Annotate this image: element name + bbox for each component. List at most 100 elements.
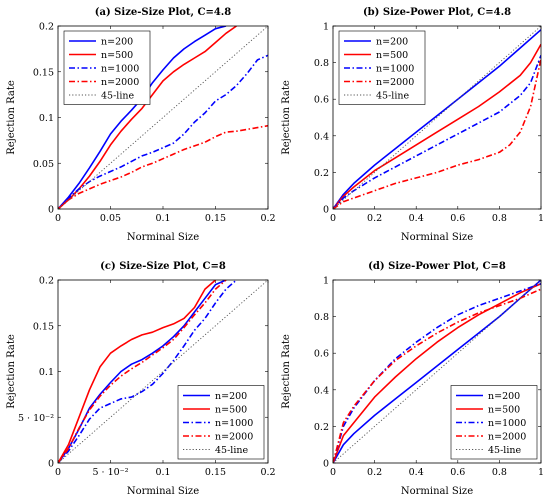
y-axis-label: Rejection Rate: [281, 334, 292, 409]
y-tick-label: 0.4: [314, 385, 329, 396]
y-tick-label: 0.2: [314, 168, 329, 179]
plot-frame: [332, 25, 542, 210]
y-tick-label: 1: [323, 276, 329, 287]
x-tick-label: 0.2: [367, 213, 382, 224]
x-tick-label: 0.8: [492, 213, 507, 224]
x-tick-label: 5 · 10⁻²: [92, 467, 128, 478]
series-line-n-1000: [333, 55, 541, 209]
y-tick-label: 0: [323, 205, 329, 216]
panel-title: (b) Size-Power Plot, C=4.8: [363, 7, 511, 18]
series-line-n-200: [333, 280, 541, 463]
legend: n=200 n=500 n=1000 n=2000 45-line: [450, 385, 538, 460]
legend-label: n=2000: [101, 77, 139, 88]
panel-title: (d) Size-Power Plot, C=8: [368, 261, 506, 272]
series-line-n-2000: [58, 280, 227, 463]
series-line-n-2000: [58, 124, 268, 209]
x-tick-label: 0: [55, 213, 61, 224]
series-line-n-500: [333, 43, 541, 209]
x-tick-label: 0.2: [260, 213, 275, 224]
legend-label: n=500: [376, 50, 408, 61]
y-tick-label: 5 · 10⁻²: [18, 413, 54, 424]
series-line-n-1000: [58, 54, 268, 209]
legend-label: 45-line: [215, 445, 248, 456]
x-tick-label: 1: [538, 467, 544, 478]
legend-label: n=200: [376, 37, 408, 48]
x-axis-label: Norminal Size: [127, 486, 199, 497]
y-tick-label: 0.2: [39, 22, 54, 33]
legend-label: 45-line: [376, 91, 409, 102]
x-tick-label: 0.1: [155, 467, 170, 478]
legend-label: n=2000: [215, 432, 253, 443]
panel-title: (c) Size-Size Plot, C=8: [100, 261, 226, 272]
y-tick-label: 0.1: [39, 113, 54, 124]
y-tick-label: 0.6: [314, 349, 329, 360]
legend: n=200 n=500 n=1000 n=2000 45-line: [338, 30, 426, 105]
legend-label: n=1000: [488, 418, 526, 429]
y-axis-label: Rejection Rate: [6, 334, 17, 409]
y-tick-label: 0.15: [33, 67, 54, 78]
x-axis-label: Norminal Size: [401, 486, 473, 497]
x-axis-label: Norminal Size: [127, 232, 199, 243]
plot-frame: [332, 279, 542, 464]
plot-frame: [57, 279, 269, 464]
legend-label: n=500: [101, 50, 133, 61]
x-tick-label: 1: [538, 213, 544, 224]
y-axis-label: Rejection Rate: [281, 80, 292, 155]
x-tick-label: 0: [330, 213, 336, 224]
series-line-n-1000: [333, 282, 541, 463]
y-tick-label: 0.05: [33, 159, 54, 170]
legend-label: 45-line: [101, 91, 134, 102]
series-line-n-500: [333, 282, 541, 463]
x-tick-label: 0.8: [492, 467, 507, 478]
x-tick-label: 0.15: [205, 467, 226, 478]
legend-label: n=500: [488, 405, 520, 416]
legend-label: n=1000: [376, 64, 414, 75]
legend-label: n=2000: [376, 77, 414, 88]
plot-frame: [57, 25, 269, 210]
legend-label: n=200: [101, 37, 133, 48]
legend-label: n=200: [488, 391, 520, 402]
y-tick-label: 0.15: [33, 321, 54, 332]
y-tick-label: 0.4: [314, 131, 329, 142]
y-tick-label: 0.1: [39, 367, 54, 378]
series-line-45-line: [333, 26, 541, 209]
x-tick-label: 0: [330, 467, 336, 478]
y-tick-label: 1: [323, 22, 329, 33]
legend: n=200 n=500 n=1000 n=2000 45-line: [63, 30, 151, 105]
legend-label: n=1000: [101, 64, 139, 75]
y-axis-label: Rejection Rate: [6, 80, 17, 155]
legend-label: n=500: [215, 405, 247, 416]
x-tick-label: 0.15: [205, 213, 226, 224]
series-line-n-1000: [58, 280, 238, 463]
legend-label: n=200: [215, 391, 247, 402]
y-tick-label: 0.6: [314, 95, 329, 106]
panel-b: (b) Size-Power Plot, C=4.8 0 0.2 0.4 0.6 0.8 1…: [281, 7, 544, 243]
legend-box: [450, 385, 538, 460]
panel-a: (a) Size-Size Plot, C=4.8 0 0.05 0.1 0.15 0.2…: [6, 7, 276, 243]
y-tick-label: 0: [323, 459, 329, 470]
panel-title: (a) Size-Size Plot, C=4.8: [95, 7, 232, 18]
x-tick-label: 0: [55, 467, 61, 478]
x-tick-label: 0.4: [409, 467, 424, 478]
legend-label: n=1000: [215, 418, 253, 429]
x-tick-label: 0.6: [450, 213, 465, 224]
y-tick-label: 0.2: [39, 276, 54, 287]
x-tick-label: 0.1: [155, 213, 170, 224]
x-tick-label: 0.05: [100, 213, 121, 224]
series-line-n-2000: [333, 58, 541, 209]
x-tick-label: 0.2: [367, 467, 382, 478]
x-axis-label: Norminal Size: [401, 232, 473, 243]
y-tick-label: 0: [48, 205, 54, 216]
y-tick-label: 0.8: [314, 58, 329, 69]
panel-c: (c) Size-Size Plot, C=8 0 5 · 10⁻² 0.1 0.15 0…: [6, 261, 276, 497]
series-line-45-line: [333, 280, 541, 463]
legend-label: 45-line: [488, 445, 521, 456]
legend-label: n=2000: [488, 432, 526, 443]
series-line-n-500: [58, 280, 217, 463]
y-tick-label: 0: [48, 459, 54, 470]
x-tick-label: 0.4: [409, 213, 424, 224]
panel-d: (d) Size-Power Plot, C=8 0 0.2 0.4 0.6 0.8 1 0 0…: [281, 261, 544, 497]
series-line-n-200: [333, 29, 541, 209]
legend: n=200 n=500 n=1000 n=2000 45-line: [177, 385, 265, 460]
